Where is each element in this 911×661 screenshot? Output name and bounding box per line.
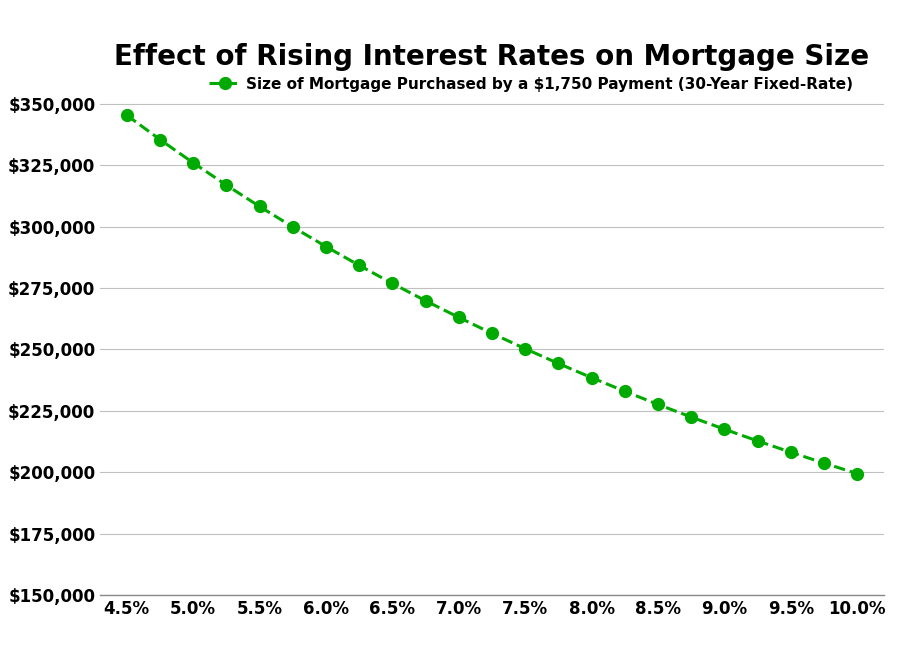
Size of Mortgage Purchased by a $1,750 Payment (30-Year Fixed-Rate) [387,280,398,288]
Size of Mortgage Purchased by a $1,750 Payment (30-Year Fixed-Rate) [619,387,630,395]
Size of Mortgage Purchased by a $1,750 Payment (30-Year Fixed-Rate) [321,243,332,251]
Size of Mortgage Purchased by a $1,750 Payment (30-Year Fixed-Rate) [121,111,132,119]
Line: Size of Mortgage Purchased by a $1,750 Payment (30-Year Fixed-Rate): Size of Mortgage Purchased by a $1,750 P… [121,110,863,479]
Size of Mortgage Purchased by a $1,750 Payment (30-Year Fixed-Rate) [519,345,530,353]
Size of Mortgage Purchased by a $1,750 Payment (30-Year Fixed-Rate) [155,136,166,143]
Size of Mortgage Purchased by a $1,750 Payment (30-Year Fixed-Rate) [553,360,564,368]
Size of Mortgage Purchased by a $1,750 Payment (30-Year Fixed-Rate) [652,401,663,408]
Size of Mortgage Purchased by a $1,750 Payment (30-Year Fixed-Rate) [454,313,465,321]
Size of Mortgage Purchased by a $1,750 Payment (30-Year Fixed-Rate) [353,261,364,269]
Size of Mortgage Purchased by a $1,750 Payment (30-Year Fixed-Rate) [486,329,497,337]
Legend: Size of Mortgage Purchased by a $1,750 Payment (30-Year Fixed-Rate): Size of Mortgage Purchased by a $1,750 P… [210,77,853,92]
Size of Mortgage Purchased by a $1,750 Payment (30-Year Fixed-Rate) [686,413,697,421]
Size of Mortgage Purchased by a $1,750 Payment (30-Year Fixed-Rate) [752,437,763,445]
Size of Mortgage Purchased by a $1,750 Payment (30-Year Fixed-Rate) [254,202,265,210]
Size of Mortgage Purchased by a $1,750 Payment (30-Year Fixed-Rate) [852,469,863,477]
Size of Mortgage Purchased by a $1,750 Payment (30-Year Fixed-Rate) [188,159,199,167]
Size of Mortgage Purchased by a $1,750 Payment (30-Year Fixed-Rate) [586,373,597,381]
Size of Mortgage Purchased by a $1,750 Payment (30-Year Fixed-Rate) [220,181,231,189]
Size of Mortgage Purchased by a $1,750 Payment (30-Year Fixed-Rate) [818,459,829,467]
Title: Effect of Rising Interest Rates on Mortgage Size: Effect of Rising Interest Rates on Mortg… [115,44,869,71]
Size of Mortgage Purchased by a $1,750 Payment (30-Year Fixed-Rate) [287,223,298,231]
Size of Mortgage Purchased by a $1,750 Payment (30-Year Fixed-Rate) [420,297,431,305]
Size of Mortgage Purchased by a $1,750 Payment (30-Year Fixed-Rate) [785,448,796,456]
Size of Mortgage Purchased by a $1,750 Payment (30-Year Fixed-Rate) [719,425,730,433]
